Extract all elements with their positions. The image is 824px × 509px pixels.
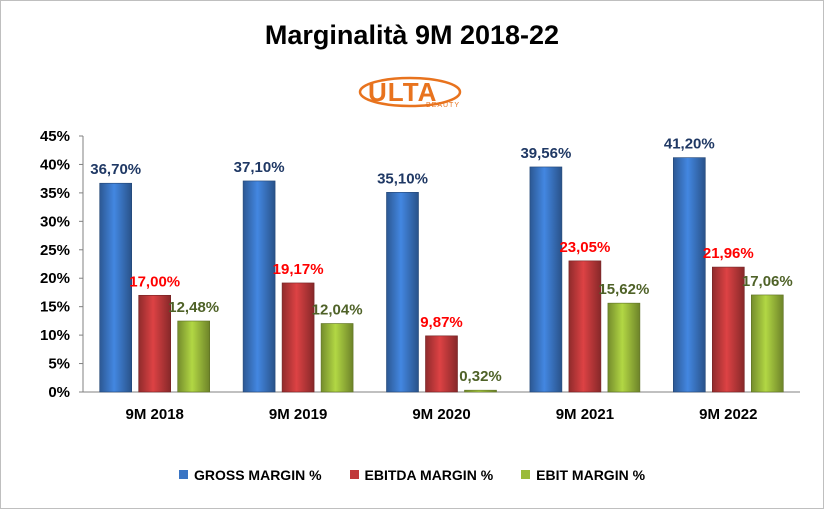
x-category-label: 9M 2020: [412, 406, 470, 423]
legend-swatch: [521, 470, 531, 479]
y-tick-label: 40%: [40, 156, 70, 173]
bar: [386, 192, 419, 393]
x-category-label: 9M 2022: [699, 406, 757, 423]
y-tick-label: 10%: [40, 327, 70, 344]
legend-swatch: [349, 470, 359, 479]
bar: [177, 320, 210, 393]
bar: [425, 335, 458, 393]
bar: [711, 266, 745, 393]
y-tick-label: 20%: [40, 270, 70, 287]
data-label: 41,20%: [664, 136, 715, 153]
data-label: 12,04%: [312, 302, 363, 319]
data-label: 21,96%: [703, 245, 754, 262]
bar: [568, 260, 602, 393]
y-tick-label: 15%: [40, 299, 70, 316]
data-label: 15,62%: [598, 281, 649, 298]
data-label: 35,10%: [377, 170, 428, 187]
y-tick-label: 35%: [40, 185, 70, 202]
x-category-label: 9M 2019: [269, 406, 327, 423]
bar: [138, 294, 171, 393]
x-category-label: 9M 2018: [126, 406, 184, 423]
bar: [529, 166, 563, 393]
legend-item: EBITDA MARGIN %: [349, 466, 494, 483]
data-label: 19,17%: [273, 261, 324, 278]
data-label: 17,06%: [742, 273, 793, 290]
data-label: 12,48%: [168, 299, 219, 316]
ulta-beauty-logo: ULTA BEAUTY: [358, 76, 462, 109]
data-label: 36,70%: [90, 161, 141, 178]
bar: [99, 182, 132, 393]
bar: [320, 323, 354, 393]
legend-swatch: [178, 470, 188, 479]
data-label: 37,10%: [234, 159, 285, 176]
chart-title: Marginalità 9M 2018-22: [264, 20, 560, 50]
y-tick-label: 0%: [48, 384, 70, 401]
y-tick-label: 45%: [40, 128, 70, 145]
data-label: 0,32%: [459, 368, 502, 385]
svg-text:BEAUTY: BEAUTY: [426, 102, 460, 109]
legend-label: GROSS MARGIN %: [193, 466, 322, 483]
data-label: 39,56%: [520, 145, 571, 162]
data-label: 23,05%: [559, 239, 610, 256]
legend: GROSS MARGIN % EBITDA MARGIN % EBIT MARGIN…: [0, 466, 824, 483]
legend-item: GROSS MARGIN %: [178, 466, 322, 483]
bar: [281, 282, 315, 393]
data-label: 17,00%: [129, 273, 180, 290]
data-label: 9,87%: [420, 314, 463, 331]
bar: [464, 389, 497, 393]
legend-label: EBITDA MARGIN %: [364, 466, 494, 483]
legend-label: EBIT MARGIN %: [536, 466, 646, 483]
x-category-label: 9M 2021: [556, 406, 614, 423]
y-tick-label: 5%: [48, 356, 70, 373]
legend-item: EBIT MARGIN %: [521, 467, 645, 483]
y-tick-label: 30%: [40, 213, 70, 230]
bar: [242, 180, 276, 393]
bar: [607, 302, 641, 393]
bar: [672, 157, 706, 393]
y-tick-label: 25%: [40, 242, 70, 259]
bar: [750, 294, 784, 393]
svg-text:ULTA: ULTA: [368, 77, 437, 107]
